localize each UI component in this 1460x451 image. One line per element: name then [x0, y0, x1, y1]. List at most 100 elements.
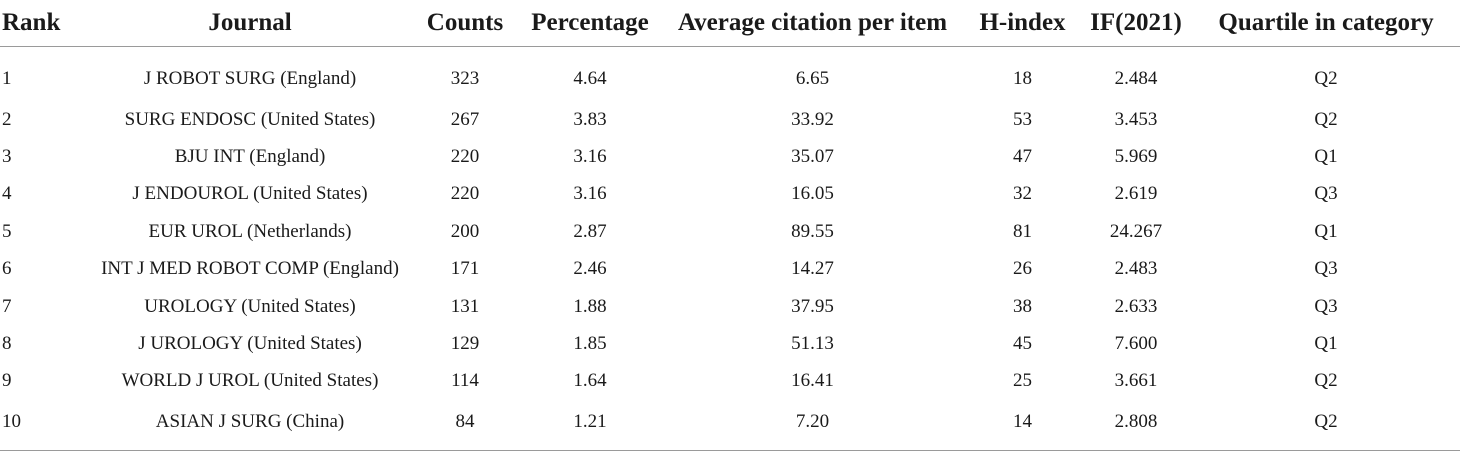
- cell-impact-factor: 2.619: [1114, 183, 1158, 205]
- cell-quartile: Q2: [1192, 400, 1460, 451]
- cell-journal: SURG ENDOSC (United States): [124, 108, 376, 130]
- cell-rank: 6: [2, 258, 12, 280]
- table-row: 9 WORLD J UROL (United States) 114 1.64 16.4…: [0, 363, 1460, 400]
- cell-counts: 131: [450, 295, 480, 317]
- cell-counts: 220: [450, 146, 480, 168]
- cell-counts: 267: [450, 108, 480, 130]
- cell-impact-factor: 2.483: [1114, 258, 1158, 280]
- cell-h-index: 14: [965, 400, 1080, 451]
- cell-rank: 5: [2, 220, 12, 242]
- cell-journal: BJU INT (England): [174, 146, 326, 168]
- cell-percentage: 1.21: [520, 400, 660, 451]
- cell-impact-factor: 3.453: [1114, 108, 1158, 130]
- cell-percentage: 4.64: [573, 68, 607, 89]
- header-impact-factor: IF(2021): [1080, 0, 1192, 47]
- table-row: 3 BJU INT (England) 220 3.16 35.07 47 5.969 Q1: [0, 138, 1460, 175]
- cell-h-index: 18: [1013, 68, 1032, 89]
- table-row: 10 ASIAN J SURG (China) 84 1.21 7.20 14 2.808 Q…: [0, 400, 1460, 451]
- cell-rank: 8: [2, 333, 12, 355]
- cell-journal: ASIAN J SURG (China): [90, 400, 410, 451]
- header-journal: Journal: [90, 0, 410, 47]
- cell-impact-factor: 2.633: [1114, 295, 1158, 317]
- cell-percentage: 3.16: [573, 183, 607, 205]
- cell-journal: WORLD J UROL (United States): [121, 370, 379, 392]
- cell-counts: 323: [450, 68, 480, 89]
- cell-average-citation: 33.92: [791, 108, 834, 130]
- cell-counts: 84: [410, 400, 520, 451]
- cell-impact-factor: 7.600: [1114, 333, 1158, 355]
- cell-h-index: 45: [1013, 333, 1032, 355]
- cell-quartile: Q3: [1314, 295, 1338, 317]
- table-row: 6 INT J MED ROBOT COMP (England) 171 2.46 14…: [0, 251, 1460, 288]
- cell-impact-factor: 5.969: [1114, 146, 1158, 168]
- cell-quartile: Q1: [1314, 220, 1338, 242]
- cell-counts: 200: [450, 220, 480, 242]
- cell-impact-factor: 2.808: [1080, 400, 1192, 451]
- header-percentage: Percentage: [520, 0, 660, 47]
- header-quartile: Quartile in category: [1192, 0, 1460, 47]
- cell-rank: 3: [2, 146, 12, 168]
- cell-percentage: 3.16: [573, 146, 607, 168]
- cell-counts: 129: [450, 333, 480, 355]
- cell-average-citation: 14.27: [791, 258, 834, 280]
- cell-average-citation: 51.13: [791, 333, 834, 355]
- cell-h-index: 47: [1013, 146, 1032, 168]
- cell-rank: 1: [2, 68, 12, 89]
- cell-journal: J ENDOUROL (United States): [132, 183, 368, 205]
- cell-quartile: Q2: [1314, 108, 1338, 130]
- table-header: Rank Journal Counts Percentage Average c…: [0, 0, 1460, 47]
- cell-percentage: 1.88: [573, 295, 607, 317]
- cell-journal: UROLOGY (United States): [144, 295, 356, 317]
- cell-quartile: Q2: [1314, 370, 1338, 392]
- cell-average-citation: 7.20: [660, 400, 965, 451]
- cell-impact-factor: 24.267: [1109, 220, 1163, 242]
- cell-counts: 171: [450, 258, 480, 280]
- cell-average-citation: 16.41: [791, 370, 834, 392]
- cell-percentage: 2.87: [573, 220, 607, 242]
- cell-h-index: 25: [1013, 370, 1032, 392]
- cell-h-index: 26: [1013, 258, 1032, 280]
- cell-journal: J ROBOT SURG (England): [143, 68, 357, 89]
- cell-percentage: 2.46: [573, 258, 607, 280]
- table-row: 1 J ROBOT SURG (England) 323 4.64 6.65 18 2.48…: [0, 47, 1460, 102]
- cell-journal: EUR UROL (Netherlands): [148, 220, 352, 242]
- cell-h-index: 81: [1013, 220, 1032, 242]
- cell-h-index: 38: [1013, 295, 1032, 317]
- cell-h-index: 32: [1013, 183, 1032, 205]
- cell-quartile: Q1: [1314, 146, 1338, 168]
- table-row: 5 EUR UROL (Netherlands) 200 2.87 89.55 81 24.…: [0, 213, 1460, 250]
- header-h-index: H-index: [965, 0, 1080, 47]
- table-row: 7 UROLOGY (United States) 131 1.88 37.95 38 2.…: [0, 288, 1460, 325]
- cell-quartile: Q3: [1314, 258, 1338, 280]
- cell-journal: J UROLOGY (United States): [138, 333, 362, 355]
- cell-journal: INT J MED ROBOT COMP (England): [101, 258, 399, 280]
- table-row: 2 SURG ENDOSC (United States) 267 3.83 33.92…: [0, 101, 1460, 138]
- cell-quartile: Q3: [1314, 183, 1338, 205]
- cell-rank: 4: [2, 183, 12, 205]
- cell-quartile: Q1: [1314, 333, 1338, 355]
- header-rank: Rank: [0, 0, 90, 47]
- cell-quartile: Q2: [1314, 68, 1338, 89]
- cell-average-citation: 89.55: [791, 220, 834, 242]
- cell-percentage: 1.64: [573, 370, 607, 392]
- cell-counts: 220: [450, 183, 480, 205]
- cell-average-citation: 37.95: [791, 295, 834, 317]
- cell-rank: 2: [2, 108, 12, 130]
- cell-impact-factor: 2.484: [1114, 68, 1158, 89]
- cell-rank: 7: [2, 295, 12, 317]
- cell-average-citation: 16.05: [791, 183, 834, 205]
- cell-average-citation: 35.07: [791, 146, 834, 168]
- cell-percentage: 1.85: [573, 333, 607, 355]
- cell-average-citation: 6.65: [795, 68, 830, 89]
- header-average-citation: Average citation per item: [660, 0, 965, 47]
- header-counts: Counts: [410, 0, 520, 47]
- cell-counts: 114: [451, 370, 479, 392]
- cell-h-index: 53: [1013, 108, 1032, 130]
- cell-rank: 10: [0, 400, 90, 451]
- cell-impact-factor: 3.661: [1114, 370, 1158, 392]
- cell-percentage: 3.83: [573, 108, 607, 130]
- table-row: 8 J UROLOGY (United States) 129 1.85 51.13 45…: [0, 325, 1460, 362]
